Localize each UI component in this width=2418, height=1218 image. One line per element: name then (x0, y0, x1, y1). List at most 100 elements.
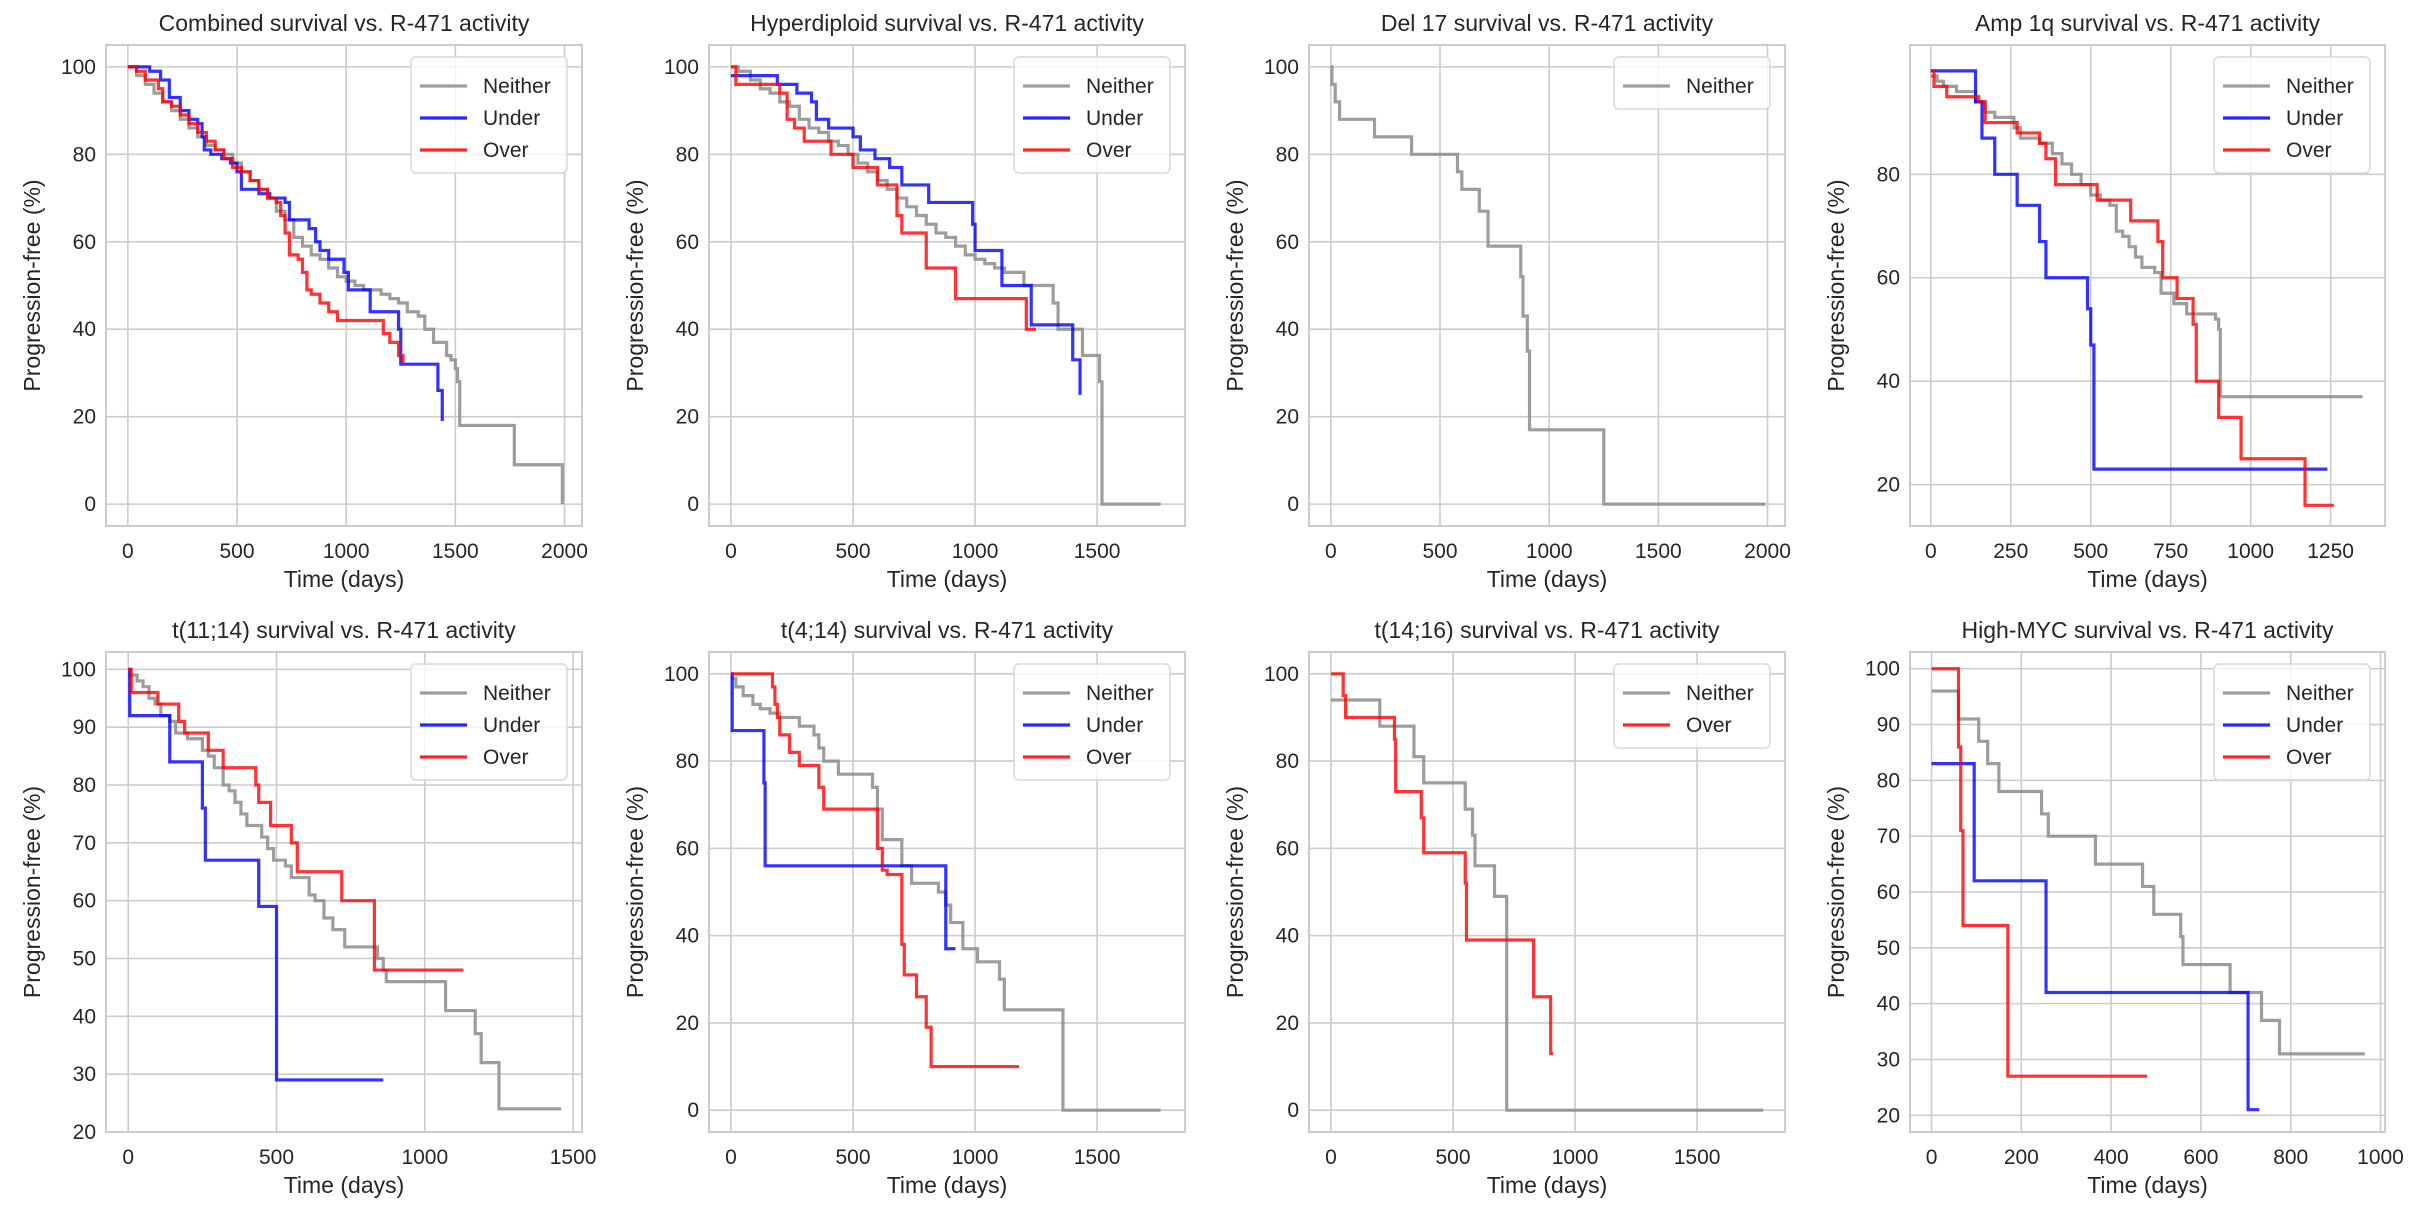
x-tick-label: 1500 (1074, 540, 1121, 563)
y-axis-label: Progression-free (%) (1823, 179, 1849, 391)
x-tick-label: 0 (1325, 1146, 1337, 1169)
y-tick-label: 70 (73, 832, 96, 855)
x-tick-label: 0 (122, 540, 134, 563)
legend-label: Over (2286, 139, 2332, 162)
x-axis-label: Time (days) (1487, 566, 1608, 592)
y-tick-label: 20 (676, 406, 699, 429)
legend: Neither (1613, 56, 1771, 110)
x-axis-label: Time (days) (2087, 566, 2208, 592)
series-line-neither (1330, 698, 1764, 1112)
legend-label: Neither (2286, 682, 2354, 705)
y-tick-label: 20 (676, 1012, 699, 1035)
legend: Neither Under Over (1013, 663, 1171, 781)
series-line-under (128, 667, 384, 1082)
x-tick-label: 200 (2004, 1146, 2039, 1169)
x-axis-label: Time (days) (284, 566, 405, 592)
y-axis-label: Progression-free (%) (622, 786, 648, 998)
x-tick-label: 750 (2153, 540, 2188, 563)
y-tick-label: 100 (1865, 658, 1900, 681)
x-tick-label: 500 (259, 1146, 294, 1169)
x-tick-label: 400 (2094, 1146, 2129, 1169)
x-tick-label: 1500 (1074, 1146, 1121, 1169)
subplot-title: Combined survival vs. R-471 activity (159, 10, 530, 36)
legend: Neither Under Over (410, 56, 568, 174)
y-tick-label: 20 (1877, 1104, 1900, 1127)
x-tick-label: 1000 (2227, 540, 2274, 563)
series-line-over (1330, 672, 1554, 1056)
legend-label: Neither (2286, 75, 2354, 98)
x-axis-label: Time (days) (887, 1172, 1008, 1198)
x-tick-label: 500 (219, 540, 254, 563)
y-tick-label: 60 (73, 890, 96, 913)
x-tick-label: 1500 (432, 540, 479, 563)
x-axis-label: Time (days) (284, 1172, 405, 1198)
axes-frame (708, 44, 1186, 527)
legend-label: Under (2286, 714, 2343, 737)
y-tick-label: 50 (1877, 937, 1900, 960)
y-tick-label: 40 (73, 1005, 96, 1028)
series-line-over (127, 65, 405, 365)
y-axis-label: Progression-free (%) (622, 179, 648, 391)
y-tick-label: 80 (73, 143, 96, 166)
y-tick-label: 40 (676, 318, 699, 341)
x-tick-label: 0 (1325, 540, 1337, 563)
y-tick-label: 30 (1877, 1048, 1900, 1071)
y-tick-label: 100 (1264, 56, 1299, 79)
x-tick-label: 1000 (1552, 1146, 1599, 1169)
x-tick-label: 600 (2183, 1146, 2218, 1169)
subplot-title: Del 17 survival vs. R-471 activity (1381, 10, 1714, 36)
y-tick-label: 90 (1877, 714, 1900, 737)
y-tick-label: 40 (73, 318, 96, 341)
y-tick-label: 60 (1276, 837, 1299, 860)
series-line-neither (730, 65, 1161, 506)
y-tick-label: 80 (1877, 163, 1900, 186)
x-tick-label: 500 (1435, 1146, 1470, 1169)
y-tick-label: 100 (664, 663, 699, 686)
x-tick-label: 1000 (952, 1146, 999, 1169)
x-tick-label: 500 (2073, 540, 2108, 563)
y-axis-label: Progression-free (%) (19, 786, 45, 998)
legend: Neither Under Over (410, 663, 568, 781)
x-tick-label: 1000 (1526, 540, 1573, 563)
series-line-neither (1330, 65, 1766, 506)
legend-label: Over (1086, 746, 1132, 769)
subplot-title: t(14;16) survival vs. R-471 activity (1374, 617, 1720, 643)
legend-box (1613, 663, 1771, 749)
y-tick-label: 0 (84, 493, 96, 516)
y-tick-label: 60 (1877, 881, 1900, 904)
y-tick-label: 30 (73, 1063, 96, 1086)
x-tick-label: 0 (122, 1146, 134, 1169)
subplot-6: t(4;14) survival vs. R-471 activity 0 500 1… (622, 617, 1186, 1198)
series-line-under (1930, 69, 2328, 471)
x-tick-label: 1250 (2307, 540, 2354, 563)
subplot-8: High-MYC survival vs. R-471 activity 0 200… (1823, 617, 2404, 1198)
axes-frame (105, 44, 583, 527)
y-tick-label: 40 (1276, 318, 1299, 341)
y-tick-label: 60 (1276, 231, 1299, 254)
series-line-under (127, 65, 444, 422)
y-tick-label: 100 (61, 658, 96, 681)
y-axis-label: Progression-free (%) (19, 179, 45, 391)
x-tick-label: 0 (725, 540, 737, 563)
subplot-7: t(14;16) survival vs. R-471 activity 0 500… (1222, 617, 1786, 1198)
y-axis-label: Progression-free (%) (1823, 786, 1849, 998)
x-tick-label: 1500 (550, 1146, 597, 1169)
y-tick-label: 0 (687, 1099, 699, 1122)
x-tick-label: 500 (835, 540, 870, 563)
y-tick-label: 100 (61, 56, 96, 79)
legend-label: Under (483, 107, 540, 130)
x-tick-label: 1000 (401, 1146, 448, 1169)
series-line-over (1930, 69, 2334, 507)
legend-label: Under (1086, 107, 1143, 130)
y-tick-label: 60 (1877, 267, 1900, 290)
legend: Neither Under Over (2213, 56, 2371, 174)
y-tick-label: 80 (1276, 143, 1299, 166)
subplot-title: Amp 1q survival vs. R-471 activity (1975, 10, 2321, 36)
y-tick-label: 0 (1287, 1099, 1299, 1122)
y-tick-label: 80 (73, 774, 96, 797)
y-tick-label: 60 (73, 231, 96, 254)
x-tick-label: 800 (2273, 1146, 2308, 1169)
legend-box (1613, 56, 1771, 110)
legend-label: Over (2286, 746, 2332, 769)
y-tick-label: 80 (1877, 769, 1900, 792)
